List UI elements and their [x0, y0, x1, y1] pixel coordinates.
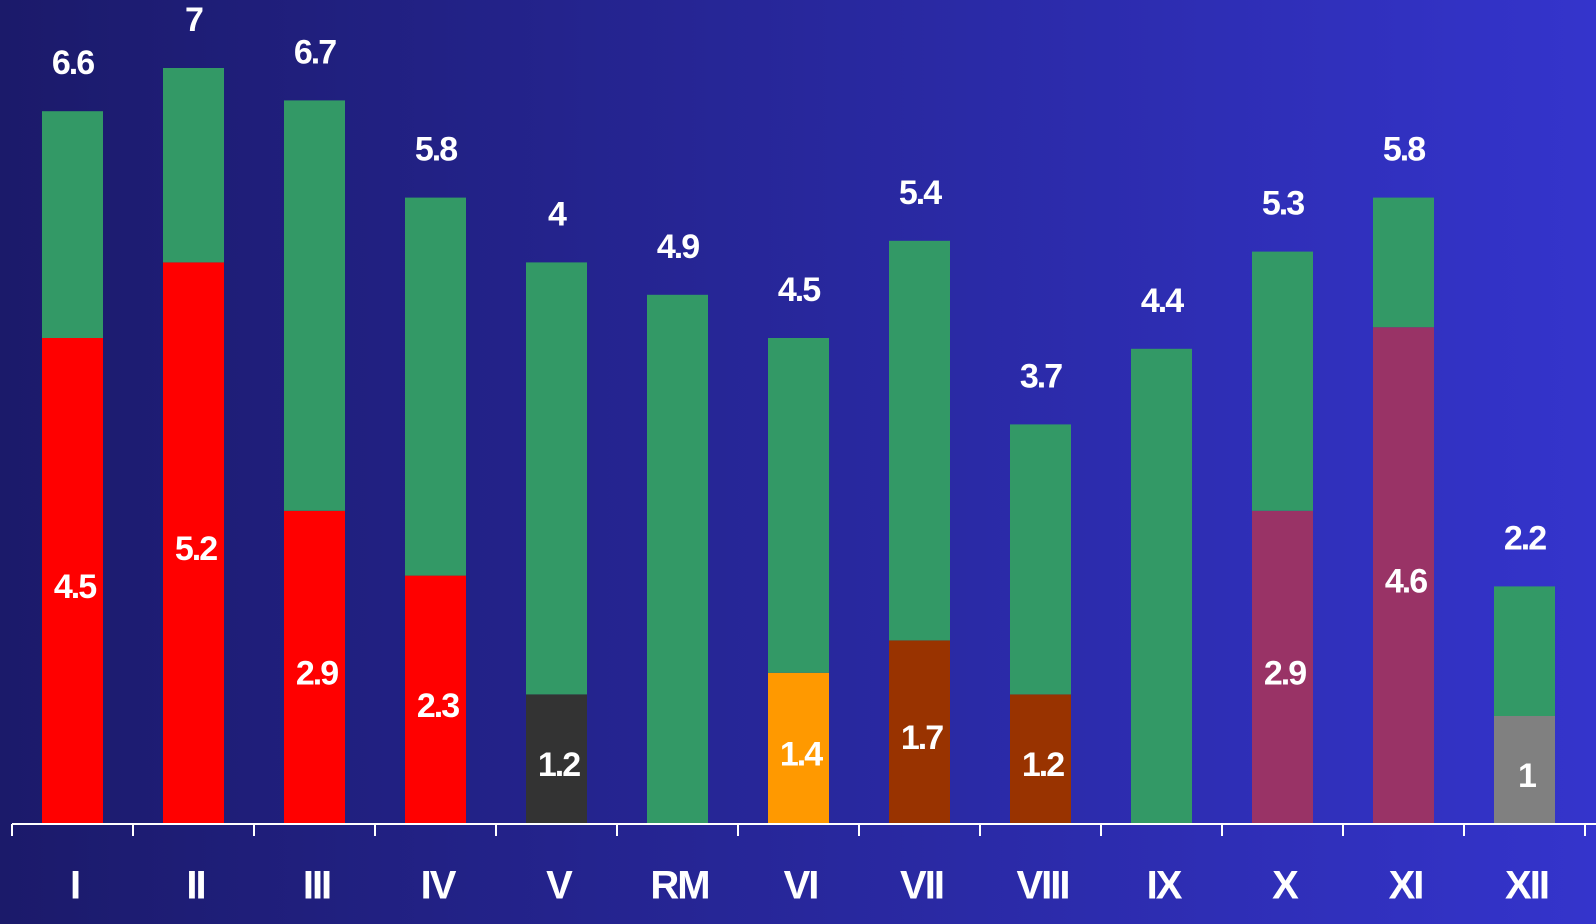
- x-tick-label: XII: [1505, 864, 1548, 908]
- bar-segment: [1252, 251, 1313, 511]
- total-label: 4: [548, 195, 567, 233]
- segment-label: 2.9: [1264, 654, 1306, 692]
- total-label: 5.4: [899, 174, 942, 212]
- bar-segment: [405, 197, 466, 576]
- x-tick-label: X: [1272, 864, 1299, 908]
- x-tick-label: IV: [421, 864, 457, 908]
- bar-segment: [1373, 327, 1434, 824]
- bar-segment: [647, 294, 708, 824]
- segment-label: 1: [1518, 757, 1536, 795]
- bar-segment: [1373, 197, 1434, 328]
- x-tick-label: VIII: [1016, 864, 1068, 908]
- bar-segment: [1494, 716, 1555, 824]
- total-label: 4.5: [778, 271, 820, 309]
- total-label: 5.8: [415, 131, 457, 169]
- bar-segment: [284, 510, 345, 824]
- total-label: 5.3: [1262, 185, 1304, 223]
- bar-segment: [405, 575, 466, 824]
- bar-segment: [526, 262, 587, 695]
- bar-segment: [42, 338, 103, 824]
- x-tick-label: I: [70, 864, 79, 908]
- total-label: 7: [185, 1, 203, 39]
- bar-segment: [163, 262, 224, 824]
- x-tick-label: VII: [900, 864, 943, 908]
- bar-segment: [1252, 510, 1313, 824]
- x-tick-label: III: [303, 864, 330, 908]
- bar-segment: [1131, 348, 1192, 824]
- x-tick-label: V: [546, 864, 573, 908]
- bar-segment: [163, 68, 224, 263]
- x-tick-label: XI: [1389, 864, 1423, 908]
- bar-segment: [42, 111, 103, 338]
- total-label: 6.6: [52, 44, 94, 82]
- total-label: 4.9: [657, 228, 699, 266]
- total-label: 4.4: [1141, 282, 1184, 320]
- bar-segment: [889, 640, 950, 824]
- total-label: 3.7: [1020, 357, 1062, 395]
- bar-segment: [889, 240, 950, 641]
- bar-segment: [1010, 424, 1071, 695]
- x-tick-label: II: [186, 864, 204, 908]
- bar-segment: [768, 338, 829, 673]
- total-label: 5.8: [1383, 131, 1425, 169]
- segment-label: 2.9: [296, 654, 338, 692]
- segment-label: 1.2: [538, 746, 580, 784]
- segment-label: 1.2: [1022, 746, 1064, 784]
- bar-segment: [1010, 694, 1071, 824]
- segment-label: 5.2: [175, 530, 217, 568]
- x-tick-label: VI: [784, 864, 818, 908]
- segment-label: 1.7: [901, 719, 943, 757]
- x-tick-label: RM: [650, 864, 708, 908]
- segment-label: 4.5: [54, 568, 96, 606]
- total-label: 6.7: [294, 33, 336, 71]
- x-tick-label: IX: [1147, 864, 1183, 908]
- bar-segment: [526, 694, 587, 824]
- total-label: 2.2: [1504, 519, 1546, 557]
- bar-segment: [1494, 586, 1555, 716]
- segment-label: 2.3: [417, 687, 459, 725]
- segment-label: 1.4: [780, 735, 823, 773]
- segment-label: 4.6: [1385, 563, 1427, 601]
- bar-segment: [284, 100, 345, 511]
- bar-segment: [768, 672, 829, 824]
